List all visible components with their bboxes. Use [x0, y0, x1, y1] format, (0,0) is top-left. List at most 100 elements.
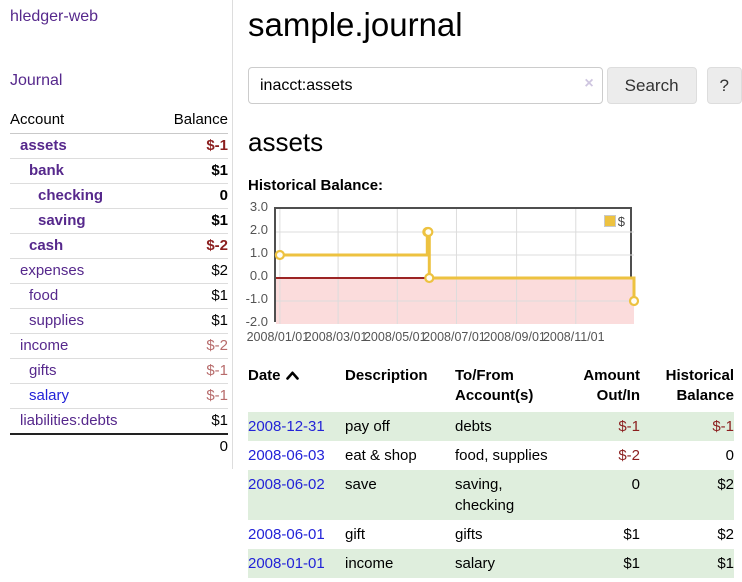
transaction-balance: 0	[725, 446, 734, 464]
search-input[interactable]	[248, 67, 603, 105]
y-axis-tick-label: -1.0	[245, 290, 268, 306]
account-row: income $-2	[10, 333, 228, 359]
transaction-date-link[interactable]: 2008-12-31	[248, 417, 325, 435]
transaction-row: 2008-06-01 gift gifts $1 $2	[248, 520, 734, 549]
account-link[interactable]: liabilities:debts	[20, 412, 118, 429]
account-balance: $-2	[206, 337, 228, 354]
register-rows: 2008-12-31 pay off debts $-1 $-1 2008-06…	[248, 411, 734, 578]
account-row: assets $-1	[10, 133, 228, 159]
y-axis-tick-label: 1.0	[249, 244, 268, 260]
accounts-balance-table: Account Balance assets $-1 bank $1 check…	[10, 107, 228, 459]
account-balance: $1	[211, 412, 228, 429]
sort-ascending-icon	[285, 366, 299, 386]
account-link[interactable]: supplies	[29, 312, 85, 329]
account-row: supplies $1	[10, 308, 228, 334]
search-bar: × Search ?	[248, 67, 742, 105]
sidebar-item-journal[interactable]: Journal	[10, 72, 63, 89]
account-row: food $1	[10, 283, 228, 309]
account-balance: $1	[211, 212, 228, 229]
clear-search-icon[interactable]: ×	[584, 75, 594, 93]
accounts-col-header: Account	[10, 107, 155, 134]
transaction-date-link[interactable]: 2008-06-02	[248, 475, 325, 493]
amount-column-header: Amount Out/In	[583, 366, 640, 404]
accounts-total-row: 0	[10, 433, 228, 459]
x-axis-tick-label: 2008/01/01	[246, 329, 310, 344]
account-row: expenses $2	[10, 258, 228, 284]
account-row: salary $-1	[10, 383, 228, 409]
y-axis-tick-label: 2.0	[249, 221, 268, 237]
accounts-column-header: To/From Account(s)	[455, 366, 534, 404]
x-axis-tick-label: 2008/07/01	[423, 329, 486, 344]
account-row: gifts $-1	[10, 358, 228, 384]
account-balance: $1	[211, 287, 228, 304]
app-brand-link[interactable]: hledger-web	[10, 8, 99, 25]
transaction-accounts: food, supplies	[455, 446, 548, 464]
transaction-description: save	[345, 475, 377, 493]
account-heading: assets	[248, 127, 324, 158]
account-balance: $1	[211, 312, 228, 329]
account-link[interactable]: salary	[29, 387, 70, 404]
transaction-row: 2008-06-03 eat & shop food, supplies $-2…	[248, 441, 734, 470]
account-link[interactable]: expenses	[20, 262, 85, 279]
transaction-date-link[interactable]: 2008-06-01	[248, 525, 325, 543]
account-row: saving $1	[10, 208, 228, 234]
account-link[interactable]: income	[20, 337, 69, 354]
date-header-label: Date	[248, 366, 281, 384]
description-column-header: Description	[345, 366, 428, 384]
historical-balance-chart: $ 3.0 2.0 1.0 0.0 -1.0 -2.0 2008/01/01 2008/03/…	[246, 199, 742, 355]
sidebar: hledger-web Journal Account Balance asse…	[0, 0, 233, 469]
transaction-date-link[interactable]: 2008-01-01	[248, 554, 325, 572]
account-link[interactable]: bank	[29, 162, 65, 179]
main-content: sample.journal × Search ? assets Histori…	[246, 0, 742, 578]
transaction-accounts: saving, checking	[455, 475, 515, 514]
help-button[interactable]: ?	[706, 67, 742, 105]
transaction-balance: $1	[717, 554, 734, 572]
transaction-balance: $2	[717, 525, 734, 543]
account-row: checking 0	[10, 183, 228, 209]
balance-column-header: Historical Balance	[665, 366, 734, 404]
y-axis-tick-label: 3.0	[249, 198, 268, 214]
account-balance: $-2	[206, 237, 228, 254]
transaction-amount: 0	[631, 475, 640, 493]
account-link[interactable]: saving	[38, 212, 86, 229]
transaction-accounts: salary	[455, 554, 496, 572]
x-axis-tick-label: 2008/05/01	[363, 329, 427, 344]
transaction-date-link[interactable]: 2008-06-03	[248, 446, 325, 464]
y-axis-tick-label: -2.0	[245, 313, 268, 329]
x-axis-tick-label: 2008/03/01	[304, 329, 368, 344]
account-balance: $-1	[206, 137, 228, 154]
transaction-amount: $1	[623, 525, 640, 543]
transaction-row: 2008-12-31 pay off debts $-1 $-1	[248, 411, 734, 441]
legend-label: $	[617, 213, 625, 229]
account-link[interactable]: cash	[29, 237, 64, 254]
account-link[interactable]: assets	[20, 137, 67, 154]
date-column-header[interactable]: Date	[248, 363, 345, 412]
account-link[interactable]: gifts	[29, 362, 57, 379]
account-balance: $2	[211, 262, 228, 279]
transaction-balance: $2	[717, 475, 734, 493]
accounts-total-value: 0	[154, 433, 228, 459]
transaction-description: gift	[345, 525, 366, 543]
transaction-accounts: debts	[455, 417, 492, 435]
transaction-amount: $-1	[618, 417, 640, 435]
account-link[interactable]: food	[29, 287, 59, 304]
account-balance: 0	[219, 187, 228, 204]
account-link[interactable]: checking	[38, 187, 104, 204]
page-title: sample.journal	[248, 6, 463, 43]
chart-title: Historical Balance:	[248, 176, 384, 194]
legend-swatch-icon	[603, 215, 616, 228]
account-balance: $1	[211, 162, 228, 179]
chart-legend: $	[603, 213, 625, 229]
search-button[interactable]: Search	[606, 67, 697, 105]
register-header-row: Date Description To/From Account(s) Amou…	[248, 363, 734, 412]
balance-col-header: Balance	[154, 107, 228, 134]
transaction-description: income	[345, 554, 394, 572]
x-axis-tick-label: 2008/11/01	[542, 329, 605, 344]
plot-area: $	[274, 206, 640, 324]
accounts-list: assets $-1 bank $1 checking 0 saving $1	[10, 133, 228, 435]
transaction-amount: $-2	[618, 446, 640, 464]
transaction-amount: $1	[623, 554, 640, 572]
account-balance: $-1	[206, 387, 228, 404]
transaction-row: 2008-06-02 save saving, checking 0 $2	[248, 469, 734, 520]
transaction-row: 2008-01-01 income salary $1 $1	[248, 548, 734, 578]
